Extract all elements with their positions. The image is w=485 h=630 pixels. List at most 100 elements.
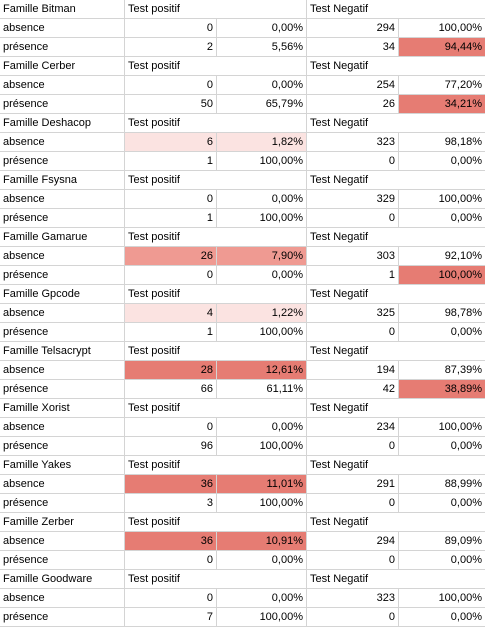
negative-percent-cell[interactable]: 89,09% — [444, 535, 482, 547]
positive-count-cell[interactable]: 0 — [125, 551, 217, 569]
row-label-cell[interactable]: présence — [0, 266, 125, 284]
negative-count-cell[interactable]: 0 — [307, 608, 399, 626]
negative-count-cell[interactable]: 42 — [307, 380, 399, 398]
row-label-cell[interactable]: absence — [0, 19, 125, 37]
negative-percent-cell[interactable]: 34,21% — [399, 95, 485, 113]
negative-count-cell[interactable]: 325 — [307, 304, 399, 322]
test-negative-header-cell[interactable]: Test Negatif — [310, 402, 369, 414]
negative-count-cell[interactable]: 323 — [307, 589, 399, 607]
negative-percent-cell[interactable]: 100,00% — [438, 592, 482, 604]
family-name-cell[interactable]: Famille Xorist — [0, 399, 125, 417]
positive-percent-cell[interactable]: 61,11% — [217, 380, 307, 398]
positive-count-cell[interactable]: 26 — [125, 247, 217, 265]
negative-percent-cell[interactable]: 100,00% — [438, 421, 482, 433]
test-negative-header-cell[interactable]: Test Negatif — [310, 345, 369, 357]
positive-percent-cell[interactable]: 100,00% — [217, 437, 307, 455]
positive-count-cell[interactable]: 1 — [125, 323, 217, 341]
positive-percent-cell[interactable]: 11,01% — [217, 475, 307, 493]
test-positive-header-cell[interactable]: Test positif — [125, 228, 307, 246]
negative-percent-cell[interactable]: 100,00% — [399, 266, 485, 284]
positive-percent-cell[interactable]: 100,00% — [217, 209, 307, 227]
family-name-cell[interactable]: Famille Goodware — [0, 570, 125, 588]
negative-percent-cell[interactable]: 0,00% — [450, 155, 482, 167]
test-positive-header-cell[interactable]: Test positif — [125, 114, 307, 132]
negative-percent-cell[interactable]: 0,00% — [450, 212, 482, 224]
negative-percent-cell[interactable]: 77,20% — [444, 79, 482, 91]
positive-count-cell[interactable]: 0 — [125, 19, 217, 37]
positive-count-cell[interactable]: 2 — [125, 38, 217, 56]
positive-percent-cell[interactable]: 0,00% — [217, 589, 307, 607]
positive-count-cell[interactable]: 0 — [125, 266, 217, 284]
positive-count-cell[interactable]: 66 — [125, 380, 217, 398]
row-label-cell[interactable]: absence — [0, 589, 125, 607]
test-positive-header-cell[interactable]: Test positif — [125, 342, 307, 360]
test-positive-header-cell[interactable]: Test positif — [125, 570, 307, 588]
row-label-cell[interactable]: absence — [0, 475, 125, 493]
positive-count-cell[interactable]: 0 — [125, 589, 217, 607]
test-positive-header-cell[interactable]: Test positif — [125, 513, 307, 531]
row-label-cell[interactable]: absence — [0, 304, 125, 322]
test-negative-header-cell[interactable]: Test Negatif — [310, 573, 369, 585]
positive-percent-cell[interactable]: 12,61% — [217, 361, 307, 379]
positive-percent-cell[interactable]: 0,00% — [217, 418, 307, 436]
row-label-cell[interactable]: absence — [0, 361, 125, 379]
negative-percent-cell[interactable]: 0,00% — [450, 440, 482, 452]
negative-count-cell[interactable]: 0 — [307, 494, 399, 512]
row-label-cell[interactable]: présence — [0, 152, 125, 170]
positive-count-cell[interactable]: 50 — [125, 95, 217, 113]
positive-count-cell[interactable]: 0 — [125, 418, 217, 436]
negative-count-cell[interactable]: 194 — [307, 361, 399, 379]
negative-percent-cell[interactable]: 0,00% — [450, 611, 482, 623]
positive-count-cell[interactable]: 36 — [125, 532, 217, 550]
negative-count-cell[interactable]: 291 — [307, 475, 399, 493]
positive-percent-cell[interactable]: 0,00% — [217, 76, 307, 94]
positive-count-cell[interactable]: 28 — [125, 361, 217, 379]
positive-count-cell[interactable]: 1 — [125, 152, 217, 170]
test-negative-header-cell[interactable]: Test Negatif — [310, 3, 369, 15]
negative-count-cell[interactable]: 234 — [307, 418, 399, 436]
row-label-cell[interactable]: absence — [0, 76, 125, 94]
test-negative-header-cell[interactable]: Test Negatif — [310, 231, 369, 243]
row-label-cell[interactable]: présence — [0, 209, 125, 227]
row-label-cell[interactable]: absence — [0, 418, 125, 436]
positive-percent-cell[interactable]: 1,22% — [217, 304, 307, 322]
negative-count-cell[interactable]: 1 — [307, 266, 399, 284]
row-label-cell[interactable]: présence — [0, 95, 125, 113]
negative-percent-cell[interactable]: 100,00% — [438, 22, 482, 34]
test-negative-header-cell[interactable]: Test Negatif — [310, 117, 369, 129]
test-positive-header-cell[interactable]: Test positif — [125, 171, 307, 189]
negative-count-cell[interactable]: 294 — [307, 19, 399, 37]
row-label-cell[interactable]: présence — [0, 494, 125, 512]
family-name-cell[interactable]: Famille Telsacrypt — [0, 342, 125, 360]
test-positive-header-cell[interactable]: Test positif — [125, 456, 307, 474]
positive-percent-cell[interactable]: 100,00% — [217, 323, 307, 341]
positive-percent-cell[interactable]: 0,00% — [217, 551, 307, 569]
negative-percent-cell[interactable]: 0,00% — [450, 497, 482, 509]
positive-percent-cell[interactable]: 5,56% — [217, 38, 307, 56]
negative-percent-cell[interactable]: 88,99% — [444, 478, 482, 490]
negative-count-cell[interactable]: 254 — [307, 76, 399, 94]
row-label-cell[interactable]: présence — [0, 608, 125, 626]
positive-percent-cell[interactable]: 0,00% — [217, 266, 307, 284]
negative-percent-cell[interactable]: 0,00% — [450, 326, 482, 338]
positive-count-cell[interactable]: 4 — [125, 304, 217, 322]
positive-percent-cell[interactable]: 100,00% — [217, 152, 307, 170]
test-positive-header-cell[interactable]: Test positif — [125, 0, 307, 18]
family-name-cell[interactable]: Famille Cerber — [0, 57, 125, 75]
negative-percent-cell[interactable]: 94,44% — [399, 38, 485, 56]
positive-count-cell[interactable]: 3 — [125, 494, 217, 512]
negative-count-cell[interactable]: 0 — [307, 152, 399, 170]
row-label-cell[interactable]: présence — [0, 38, 125, 56]
positive-percent-cell[interactable]: 100,00% — [217, 494, 307, 512]
test-negative-header-cell[interactable]: Test Negatif — [310, 60, 369, 72]
positive-count-cell[interactable]: 0 — [125, 190, 217, 208]
positive-percent-cell[interactable]: 0,00% — [217, 19, 307, 37]
family-name-cell[interactable]: Famille Yakes — [0, 456, 125, 474]
positive-count-cell[interactable]: 36 — [125, 475, 217, 493]
negative-percent-cell[interactable]: 38,89% — [399, 380, 485, 398]
negative-count-cell[interactable]: 0 — [307, 437, 399, 455]
test-positive-header-cell[interactable]: Test positif — [125, 285, 307, 303]
negative-count-cell[interactable]: 0 — [307, 551, 399, 569]
negative-count-cell[interactable]: 323 — [307, 133, 399, 151]
row-label-cell[interactable]: absence — [0, 247, 125, 265]
